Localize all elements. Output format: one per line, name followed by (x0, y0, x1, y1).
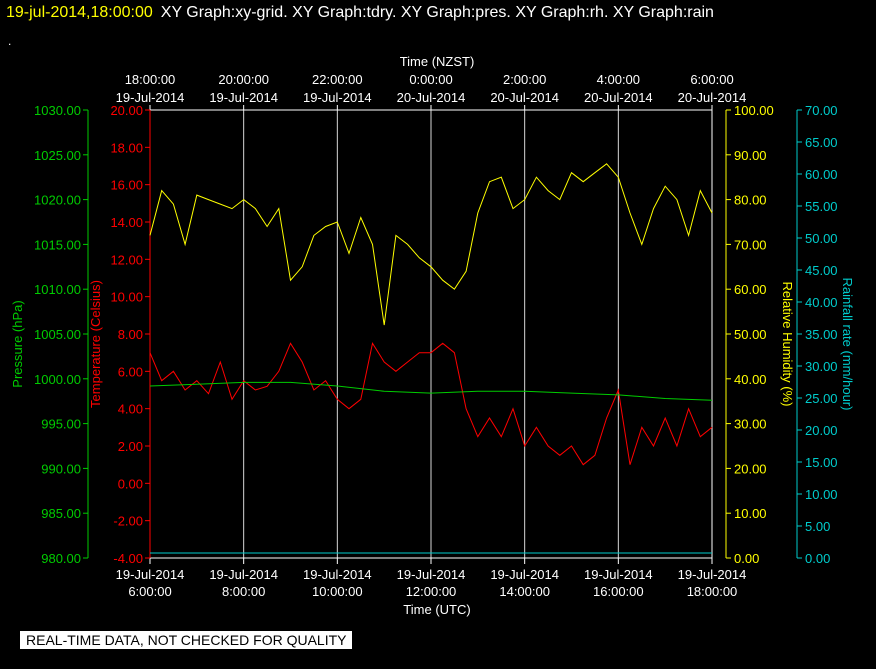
rain-tick-label: 40.00 (805, 295, 838, 310)
bottom-tick-date: 19-Jul-2014 (397, 567, 466, 582)
bottom-axis-label: Time (UTC) (403, 602, 470, 617)
top-tick-time: 2:00:00 (503, 72, 546, 87)
humidity-series-line (149, 163, 713, 326)
bottom-tick-date: 19-Jul-2014 (678, 567, 747, 582)
pressure-tick-label: 980.00 (41, 551, 81, 566)
rain-tick-label: 5.00 (805, 519, 830, 534)
rain-tick-label: 10.00 (805, 487, 838, 502)
rain-tick-label: 70.00 (805, 103, 838, 118)
bottom-tick-time: 18:00:00 (687, 584, 738, 599)
pressure-tick-label: 1020.00 (34, 193, 81, 208)
humidity-tick-label: 60.00 (734, 282, 767, 297)
top-tick-time: 6:00:00 (690, 72, 733, 87)
humidity-tick-label: 10.00 (734, 506, 767, 521)
title-dot: . (8, 34, 12, 48)
humidity-tick-label: 100.00 (734, 103, 774, 118)
bottom-tick-date: 19-Jul-2014 (209, 567, 278, 582)
top-tick-time: 20:00:00 (218, 72, 269, 87)
top-tick-date: 20-Jul-2014 (584, 90, 653, 105)
temperature-tick-label: 8.00 (118, 327, 143, 342)
humidity-tick-label: 40.00 (734, 372, 767, 387)
top-tick-time: 22:00:00 (312, 72, 363, 87)
top-tick-date: 20-Jul-2014 (490, 90, 559, 105)
humidity-tick-label: 50.00 (734, 327, 767, 342)
pressure-tick-label: 990.00 (41, 461, 81, 476)
top-tick-time: 4:00:00 (597, 72, 640, 87)
pressure-tick-label: 1000.00 (34, 372, 81, 387)
top-axis-label: Time (NZST) (400, 54, 475, 69)
bottom-tick-date: 19-Jul-2014 (490, 567, 559, 582)
temperature-tick-label: 20.00 (110, 103, 143, 118)
rain-tick-label: 30.00 (805, 359, 838, 374)
graph-list-label: XY Graph:xy-grid. XY Graph:tdry. XY Grap… (160, 4, 714, 21)
humidity-axis-label: Relative Humidity (%) (780, 282, 795, 407)
rain-tick-label: 20.00 (805, 423, 838, 438)
top-tick-date: 19-Jul-2014 (116, 90, 185, 105)
bottom-tick-time: 14:00:00 (499, 584, 550, 599)
graph-title-line: 19-jul-2014,18:00:00 XY Graph:xy-grid. XY… (6, 4, 714, 22)
temperature-tick-label: 6.00 (118, 364, 143, 379)
humidity-tick-label: 30.00 (734, 417, 767, 432)
pressure-tick-label: 995.00 (41, 417, 81, 432)
top-tick-date: 20-Jul-2014 (397, 90, 466, 105)
axes: Time (NZST) 18:00:00 19-Jul-2014 20:00:00 19… (10, 54, 855, 617)
pressure-series-line (149, 381, 713, 401)
temperature-tick-label: 0.00 (118, 476, 143, 491)
temperature-tick-label: 16.00 (110, 178, 143, 193)
humidity-tick-label: 90.00 (734, 148, 767, 163)
humidity-tick-label: 20.00 (734, 461, 767, 476)
temperature-axis-label: Temperature (Celsius) (88, 280, 103, 408)
bottom-tick-time: 8:00:00 (222, 584, 265, 599)
rain-tick-label: 35.00 (805, 327, 838, 342)
temperature-tick-label: 18.00 (110, 140, 143, 155)
top-tick-time: 18:00:00 (125, 72, 176, 87)
bottom-tick-date: 19-Jul-2014 (584, 567, 653, 582)
temperature-tick-label: 14.00 (110, 215, 143, 230)
top-tick-date: 20-Jul-2014 (678, 90, 747, 105)
bottom-tick-time: 12:00:00 (406, 584, 457, 599)
temperature-tick-label: -2.00 (113, 514, 143, 529)
pressure-tick-label: 1005.00 (34, 327, 81, 342)
pressure-tick-label: 985.00 (41, 506, 81, 521)
temperature-tick-label: 4.00 (118, 402, 143, 417)
temperature-tick-label: 2.00 (118, 439, 143, 454)
rain-tick-label: 50.00 (805, 231, 838, 246)
top-tick-time: 0:00:00 (409, 72, 452, 87)
rain-tick-label: 60.00 (805, 167, 838, 182)
quality-warning-banner: REAL-TIME DATA, NOT CHECKED FOR QUALITY (20, 631, 353, 649)
rain-axis-label: Rainfall rate (mm/hour) (840, 278, 855, 411)
temperature-tick-label: 12.00 (110, 252, 143, 267)
humidity-tick-label: 70.00 (734, 237, 767, 252)
bottom-tick-date: 19-Jul-2014 (303, 567, 372, 582)
rain-tick-label: 25.00 (805, 391, 838, 406)
temperature-tick-label: -4.00 (113, 551, 143, 566)
top-tick-date: 19-Jul-2014 (303, 90, 372, 105)
bottom-tick-time: 10:00:00 (312, 584, 363, 599)
pressure-tick-label: 1030.00 (34, 103, 81, 118)
pressure-tick-label: 1010.00 (34, 282, 81, 297)
bottom-tick-time: 6:00:00 (128, 584, 171, 599)
bottom-tick-date: 19-Jul-2014 (116, 567, 185, 582)
pressure-tick-label: 1025.00 (34, 148, 81, 163)
rain-tick-label: 65.00 (805, 135, 838, 150)
rain-tick-label: 15.00 (805, 455, 838, 470)
temperature-series-line (149, 341, 713, 466)
temperature-tick-label: 10.00 (110, 290, 143, 305)
top-tick-date: 19-Jul-2014 (209, 90, 278, 105)
rain-tick-label: 0.00 (805, 551, 830, 566)
series (149, 163, 713, 554)
rain-tick-label: 55.00 (805, 199, 838, 214)
pressure-tick-label: 1015.00 (34, 237, 81, 252)
rain-tick-label: 45.00 (805, 263, 838, 278)
grid-lines (243, 110, 619, 558)
humidity-tick-label: 0.00 (734, 551, 759, 566)
humidity-tick-label: 80.00 (734, 193, 767, 208)
date-time-label: 19-jul-2014,18:00:00 (6, 4, 153, 21)
pressure-axis-label: Pressure (hPa) (10, 300, 25, 387)
bottom-tick-time: 16:00:00 (593, 584, 644, 599)
